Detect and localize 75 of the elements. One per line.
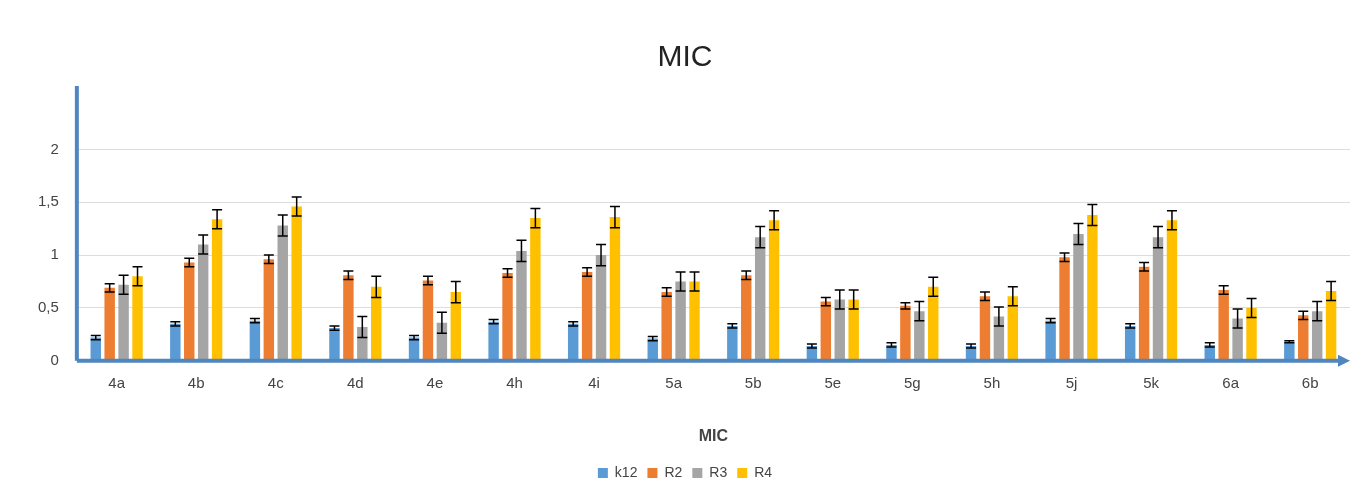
bar — [1325, 291, 1337, 361]
bar — [675, 281, 686, 361]
bar — [1045, 320, 1056, 361]
bar — [516, 250, 527, 361]
bar — [211, 219, 223, 361]
bar — [1138, 266, 1150, 361]
bar — [291, 206, 302, 361]
bar — [979, 296, 991, 361]
bar — [422, 280, 434, 361]
bar — [450, 292, 462, 361]
x-tick-label: 4h — [506, 373, 523, 391]
bar — [1073, 233, 1084, 361]
bar — [914, 311, 925, 361]
legend-label: R4 — [754, 463, 773, 480]
bar — [371, 286, 382, 361]
x-tick-label: 4c — [267, 373, 285, 391]
y-tick-label: 0 — [50, 350, 59, 368]
bar — [689, 281, 700, 361]
y-tick-label: 2 — [50, 139, 59, 157]
y-tick-label: 1 — [50, 245, 59, 263]
bar — [329, 328, 340, 361]
x-tick-label: 4e — [426, 373, 444, 391]
x-tick-label: 5g — [904, 373, 921, 391]
x-tick-label: 4b — [187, 373, 205, 391]
y-tick-label: 0,5 — [37, 298, 59, 316]
x-tick-label: 4a — [108, 373, 126, 391]
bar — [754, 237, 766, 361]
x-tick-label: 6b — [1301, 373, 1319, 391]
x-tick-label: 5b — [744, 373, 762, 391]
y-tick-label: 1,5 — [37, 192, 59, 210]
x-tick-label: 5k — [1143, 373, 1160, 391]
bar — [1166, 220, 1178, 361]
x-axis-title: MIC — [698, 426, 729, 444]
x-tick-label: 5a — [665, 373, 683, 391]
x-tick-label: 6a — [1222, 373, 1240, 391]
bar — [530, 218, 541, 361]
bar — [1059, 257, 1070, 361]
x-tick-label: 5h — [983, 373, 1001, 391]
bar — [502, 273, 513, 361]
bar — [1232, 318, 1243, 361]
bar — [118, 284, 129, 361]
bar — [1087, 214, 1098, 361]
bar — [661, 292, 672, 361]
bar — [357, 326, 368, 361]
bar — [184, 262, 195, 361]
bar — [343, 275, 354, 361]
bar — [1298, 315, 1309, 361]
bar — [609, 217, 621, 361]
bar — [595, 255, 607, 361]
bar — [1218, 289, 1229, 361]
legend-label: R2 — [664, 463, 683, 480]
bar — [263, 259, 275, 361]
bar — [197, 244, 209, 361]
bar — [581, 272, 593, 361]
bar — [928, 286, 939, 361]
x-tick-label: 5j — [1065, 373, 1078, 391]
bar — [1152, 237, 1164, 361]
bar — [848, 299, 859, 361]
x-tick-label: 4d — [347, 373, 364, 391]
chart-title: MIC — [657, 39, 713, 73]
bar — [104, 287, 115, 361]
bar — [1246, 307, 1257, 361]
legend-label: k12 — [614, 463, 638, 480]
bar — [277, 225, 288, 361]
x-tick-label: 5e — [824, 373, 842, 391]
x-tick-label: 4i — [588, 373, 600, 391]
bar — [834, 299, 845, 361]
bar — [170, 323, 181, 361]
bar — [768, 220, 780, 361]
bar — [132, 276, 143, 361]
legend-label: R3 — [709, 463, 728, 480]
bar — [741, 275, 752, 361]
bar — [488, 321, 499, 361]
bar — [727, 325, 738, 361]
bar — [900, 305, 911, 361]
